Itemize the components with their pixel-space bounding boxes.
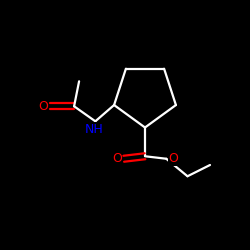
Text: O: O [38, 100, 48, 113]
Text: O: O [112, 152, 122, 165]
Text: NH: NH [85, 123, 103, 136]
Text: O: O [168, 152, 178, 165]
